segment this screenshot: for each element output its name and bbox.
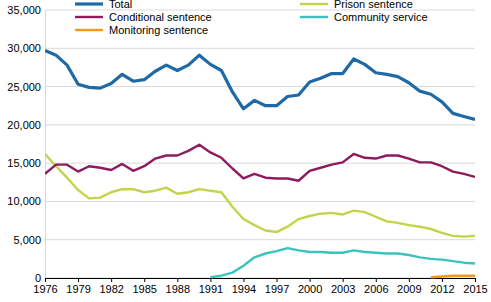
- y-tick-label: 20,000: [7, 119, 41, 131]
- x-axis: 1976 1979 1982 1985 1988 1991 1994 1997 2000 2003…: [33, 278, 487, 295]
- y-tick: 20,000: [7, 119, 45, 131]
- series-line: [45, 145, 475, 181]
- series-line: [45, 51, 475, 120]
- x-tick-label: 2003: [331, 283, 355, 295]
- x-tick-label: 1979: [66, 283, 90, 295]
- chart: 05,00010,00015,00020,00025,00030,00035,0…: [0, 0, 491, 302]
- x-tick-mark: [210, 278, 211, 282]
- x-tick-mark: [111, 278, 112, 282]
- y-tick-label: 35,000: [7, 4, 41, 16]
- x-tick-mark: [243, 278, 244, 282]
- y-tick: 35,000: [7, 4, 45, 16]
- x-tick: 1979: [66, 278, 90, 295]
- x-tick-label: 2006: [364, 283, 388, 295]
- x-tick-mark: [376, 278, 377, 282]
- x-tick: 1976: [33, 278, 57, 295]
- legend-label: Community service: [334, 11, 428, 23]
- grid-line: [45, 278, 475, 279]
- legend-swatch: [75, 16, 103, 18]
- x-tick-mark: [177, 278, 178, 282]
- grid-line: [45, 201, 475, 202]
- legend-label: Total: [109, 0, 132, 10]
- series-line: [210, 248, 475, 277]
- x-tick: 1982: [99, 278, 123, 295]
- x-tick-mark: [277, 278, 278, 282]
- lines: [45, 51, 475, 278]
- x-tick-mark: [144, 278, 145, 282]
- y-tick-label: 25,000: [7, 81, 41, 93]
- legend-item: Prison sentence: [300, 0, 413, 10]
- x-tick-mark: [409, 278, 410, 282]
- x-tick-label: 2015: [463, 283, 487, 295]
- x-tick-label: 1988: [166, 283, 190, 295]
- x-tick-mark: [475, 278, 476, 282]
- y-tick-label: 30,000: [7, 42, 41, 54]
- plot: 05,00010,00015,00020,00025,00030,00035,0…: [7, 4, 487, 295]
- x-tick-label: 1976: [33, 283, 57, 295]
- legend-swatch: [75, 29, 103, 31]
- x-tick: 2012: [430, 278, 454, 295]
- x-tick-label: 1997: [265, 283, 289, 295]
- x-tick: 1991: [199, 278, 223, 295]
- y-tick-label: 15,000: [7, 157, 41, 169]
- x-tick-label: 2009: [397, 283, 421, 295]
- x-tick-label: 2000: [298, 283, 322, 295]
- x-tick: 2003: [331, 278, 355, 295]
- grid-line: [45, 239, 475, 240]
- legend-swatch: [300, 3, 328, 5]
- x-tick: 1985: [132, 278, 156, 295]
- legend-item: Conditional sentence: [75, 11, 212, 23]
- x-tick-label: 2012: [430, 283, 454, 295]
- grid-line: [45, 86, 475, 87]
- grid: [45, 10, 475, 278]
- y-tick-label: 10,000: [7, 195, 41, 207]
- x-tick: 2006: [364, 278, 388, 295]
- x-tick: 2015: [463, 278, 487, 295]
- series-line: [45, 154, 475, 237]
- x-tick-mark: [343, 278, 344, 282]
- legend-swatch: [300, 16, 328, 18]
- y-tick: 30,000: [7, 42, 45, 54]
- x-tick-mark: [45, 278, 46, 282]
- x-tick: 1997: [265, 278, 289, 295]
- grid-line: [45, 163, 475, 164]
- y-tick: 10,000: [7, 195, 45, 207]
- x-tick: 2000: [298, 278, 322, 295]
- y-tick-label: 5,000: [13, 234, 41, 246]
- x-tick: 1988: [166, 278, 190, 295]
- legend-item: Monitoring sentence: [75, 24, 208, 36]
- x-tick: 1994: [232, 278, 256, 295]
- y-tick: 15,000: [7, 157, 45, 169]
- y-tick: 5,000: [13, 234, 45, 246]
- series-line: [431, 276, 475, 278]
- legend-label: Monitoring sentence: [109, 24, 208, 36]
- y-axis: 05,00010,00015,00020,00025,00030,00035,0…: [7, 4, 45, 284]
- x-tick-mark: [442, 278, 443, 282]
- x-tick-label: 1991: [199, 283, 223, 295]
- legend-item: Total: [75, 0, 132, 10]
- grid-line: [45, 124, 475, 125]
- legend-label: Conditional sentence: [109, 11, 212, 23]
- legend: Total Prison sentence Conditional sentence…: [75, 0, 428, 36]
- grid-line: [45, 48, 475, 49]
- legend-item: Community service: [300, 11, 428, 23]
- x-tick: 2009: [397, 278, 421, 295]
- legend-swatch: [75, 2, 103, 5]
- legend-label: Prison sentence: [334, 0, 413, 10]
- x-tick-mark: [310, 278, 311, 282]
- x-tick-label: 1994: [232, 283, 256, 295]
- x-tick-label: 1985: [132, 283, 156, 295]
- x-axis-line: [46, 278, 476, 279]
- x-tick-mark: [78, 278, 79, 282]
- y-tick: 25,000: [7, 81, 45, 93]
- x-tick-label: 1982: [99, 283, 123, 295]
